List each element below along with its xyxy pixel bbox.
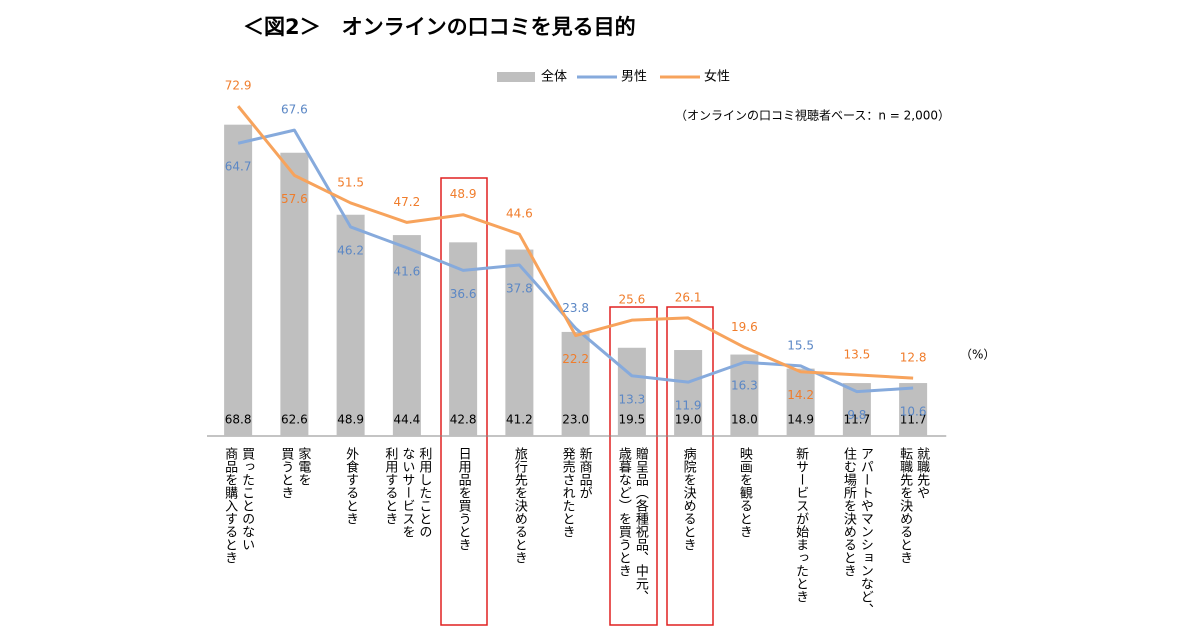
line-label: 23.8 xyxy=(562,301,589,315)
legend-label: 女性 xyxy=(704,69,730,85)
line-label: 44.6 xyxy=(506,207,533,221)
x-tick-label: 利用したことの ないサービスを 利用するとき xyxy=(382,447,432,538)
bar xyxy=(730,354,759,436)
bar xyxy=(561,331,590,436)
bar xyxy=(505,249,534,436)
x-tick-label: 贈呈品（各種祝品、中元、 歳暮など）を買うとき xyxy=(615,447,648,603)
line-label: 13.5 xyxy=(844,347,871,361)
line-label: 41.6 xyxy=(394,264,421,278)
line-label: 25.6 xyxy=(619,293,646,307)
bar xyxy=(392,235,421,436)
bar-label: 44.4 xyxy=(394,413,421,427)
line xyxy=(236,105,914,380)
bar xyxy=(899,383,928,436)
x-tick-label: 家電を 買うとき xyxy=(278,447,311,499)
bar-label: 19.0 xyxy=(675,413,702,427)
line-label: 36.6 xyxy=(450,287,477,301)
x-tick-label: 外食するとき xyxy=(343,447,359,525)
bar xyxy=(786,368,815,436)
unit-label: （%） xyxy=(960,348,995,362)
bar-label: 42.8 xyxy=(450,413,477,427)
line-label: 72.9 xyxy=(225,79,252,93)
legend-swatch xyxy=(497,72,535,82)
line-label: 26.1 xyxy=(675,290,702,304)
line-label: 13.3 xyxy=(619,392,646,406)
bar-label: 18.0 xyxy=(731,413,758,427)
bar-label: 62.6 xyxy=(281,413,308,427)
x-tick-label: 買ったことのない 商品を購入するとき xyxy=(222,447,255,564)
line-label: 48.9 xyxy=(450,187,477,201)
highlight-box xyxy=(666,306,714,626)
line-label: 47.2 xyxy=(394,195,421,209)
x-tick-label: 映画を観るとき xyxy=(736,447,752,538)
note: （オンラインの口コミ視聴者ベース：n = 2,000） xyxy=(675,108,950,123)
line-label: 37.8 xyxy=(506,281,533,295)
x-tick-label: 就職先や 転職先を決めるとき xyxy=(897,447,930,564)
bar xyxy=(224,124,253,437)
bar-label: 68.8 xyxy=(225,413,252,427)
line-label: 9.8 xyxy=(847,408,866,422)
x-tick-label: アパートやマンションなど、 住む場所を決めるとき xyxy=(840,447,873,616)
line xyxy=(237,128,914,394)
bar xyxy=(449,242,478,436)
line-label: 11.9 xyxy=(675,399,702,413)
bar xyxy=(336,214,365,436)
line-label: 67.6 xyxy=(281,103,308,117)
x-tick-label: 新サービスが始まったとき xyxy=(793,447,809,603)
line-label: 51.5 xyxy=(337,175,364,189)
bar xyxy=(280,152,309,437)
line-label: 19.6 xyxy=(731,320,758,334)
line-label: 46.2 xyxy=(337,243,364,257)
x-tick-label: 日用品を買うとき xyxy=(455,447,471,551)
bar xyxy=(674,350,703,436)
bar-label: 41.2 xyxy=(506,413,533,427)
line-label: 16.3 xyxy=(731,379,758,393)
legend-label: 全体 xyxy=(541,69,567,85)
bar-label: 23.0 xyxy=(562,413,589,427)
bar-label: 11.7 xyxy=(844,413,871,427)
line-label: 10.6 xyxy=(900,405,927,419)
x-tick-label: 病院を決めるとき xyxy=(680,447,696,551)
line-label: 22.2 xyxy=(562,352,589,366)
highlight-box xyxy=(609,306,658,626)
line-label: 64.7 xyxy=(225,160,252,174)
legend-label: 男性 xyxy=(621,70,647,85)
bar-label: 19.5 xyxy=(619,413,646,427)
x-tick-label: 旅行先を決めるとき xyxy=(511,447,527,564)
bar-label: 48.9 xyxy=(337,413,364,427)
bar xyxy=(617,347,646,436)
chart-title: ＜図2＞ オンラインの口コミを見る目的 xyxy=(243,15,636,39)
bar-label: 11.7 xyxy=(900,413,927,427)
line-label: 15.5 xyxy=(787,338,814,352)
line-label: 14.2 xyxy=(787,388,814,402)
highlight-box xyxy=(440,177,488,626)
x-tick-label: 新商品が 発売されたとき xyxy=(559,447,592,538)
line-label: 57.6 xyxy=(281,192,308,206)
line-label: 12.8 xyxy=(900,351,927,365)
bar-label: 14.9 xyxy=(787,413,814,427)
